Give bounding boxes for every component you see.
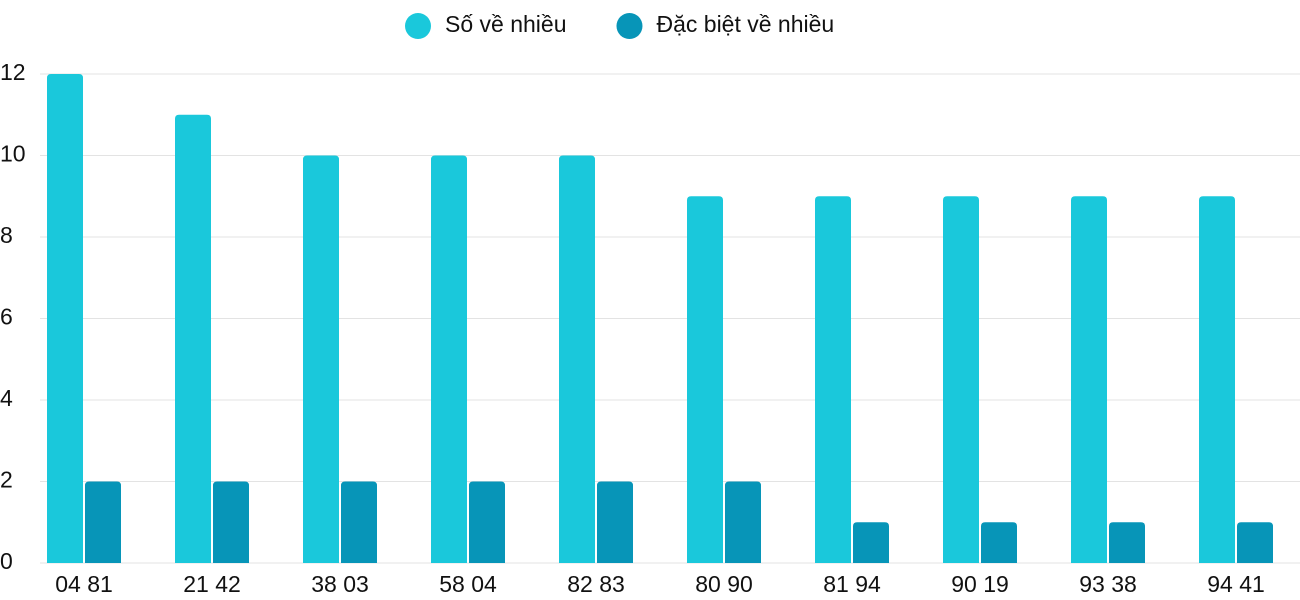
bar xyxy=(815,196,851,563)
bar xyxy=(341,481,377,563)
bar xyxy=(597,481,633,563)
bar xyxy=(559,155,595,563)
y-tick-label: 0 xyxy=(0,548,13,574)
legend-swatch xyxy=(616,13,643,39)
y-tick-label: 2 xyxy=(0,467,13,493)
x-tick-label: 38 03 xyxy=(311,571,369,597)
bar xyxy=(943,196,979,563)
bar xyxy=(213,481,249,563)
bar xyxy=(1237,522,1273,563)
bar xyxy=(47,74,83,563)
x-tick-label: 94 41 xyxy=(1207,571,1265,597)
y-tick-label: 6 xyxy=(0,304,13,330)
x-tick-label: 81 94 xyxy=(823,571,881,597)
legend-label: Đặc biệt về nhiều xyxy=(656,11,834,37)
legend-label: Số về nhiều xyxy=(445,11,566,37)
bar xyxy=(469,481,505,563)
bar xyxy=(1109,522,1145,563)
y-tick-label: 10 xyxy=(0,141,26,167)
x-tick-label: 04 81 xyxy=(55,571,113,597)
y-tick-label: 12 xyxy=(0,59,26,85)
x-tick-label: 21 42 xyxy=(183,571,241,597)
legend-swatch xyxy=(405,13,431,39)
bar xyxy=(853,522,889,563)
bar xyxy=(85,481,121,563)
bar xyxy=(1199,196,1235,563)
x-tick-label: 58 04 xyxy=(439,571,497,597)
bar xyxy=(175,114,211,563)
x-tick-label: 82 83 xyxy=(567,571,625,597)
y-tick-label: 8 xyxy=(0,222,13,248)
x-tick-label: 93 38 xyxy=(1079,571,1137,597)
y-tick-label: 4 xyxy=(0,385,13,411)
x-tick-label: 90 19 xyxy=(951,571,1009,597)
bar xyxy=(687,196,723,563)
bar xyxy=(981,522,1017,563)
bar xyxy=(725,481,761,563)
bar xyxy=(431,155,467,563)
x-tick-label: 80 90 xyxy=(695,571,753,597)
bar xyxy=(303,155,339,563)
bar xyxy=(1071,196,1107,563)
